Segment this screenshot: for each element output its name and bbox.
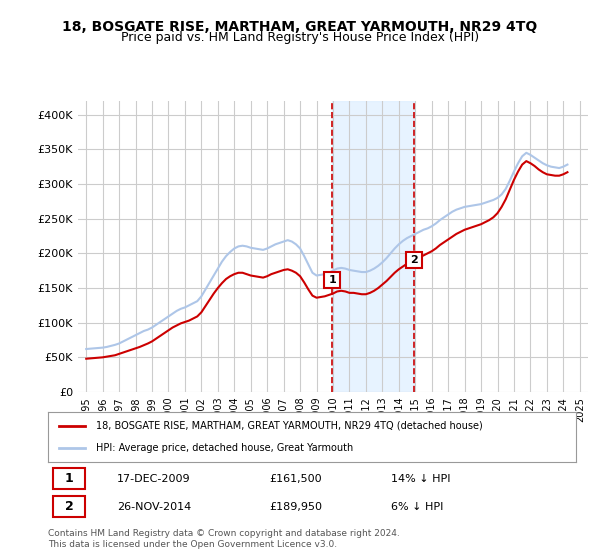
Text: 18, BOSGATE RISE, MARTHAM, GREAT YARMOUTH, NR29 4TQ: 18, BOSGATE RISE, MARTHAM, GREAT YARMOUT…: [62, 20, 538, 34]
Text: 26-NOV-2014: 26-NOV-2014: [116, 502, 191, 512]
Text: Contains HM Land Registry data © Crown copyright and database right 2024.
This d: Contains HM Land Registry data © Crown c…: [48, 529, 400, 549]
Text: 1: 1: [328, 275, 336, 285]
Text: HPI: Average price, detached house, Great Yarmouth: HPI: Average price, detached house, Grea…: [95, 443, 353, 453]
Text: 2: 2: [410, 255, 418, 265]
Text: Price paid vs. HM Land Registry's House Price Index (HPI): Price paid vs. HM Land Registry's House …: [121, 31, 479, 44]
Text: 1: 1: [65, 472, 73, 486]
Text: £189,950: £189,950: [270, 502, 323, 512]
Text: 17-DEC-2009: 17-DEC-2009: [116, 474, 190, 484]
Text: £161,500: £161,500: [270, 474, 322, 484]
FancyBboxPatch shape: [53, 468, 85, 489]
Text: 18, BOSGATE RISE, MARTHAM, GREAT YARMOUTH, NR29 4TQ (detached house): 18, BOSGATE RISE, MARTHAM, GREAT YARMOUT…: [95, 421, 482, 431]
FancyBboxPatch shape: [53, 496, 85, 517]
Text: 6% ↓ HPI: 6% ↓ HPI: [391, 502, 443, 512]
Bar: [332, 101, 413, 392]
Text: 14% ↓ HPI: 14% ↓ HPI: [391, 474, 451, 484]
Text: 2: 2: [65, 500, 73, 514]
